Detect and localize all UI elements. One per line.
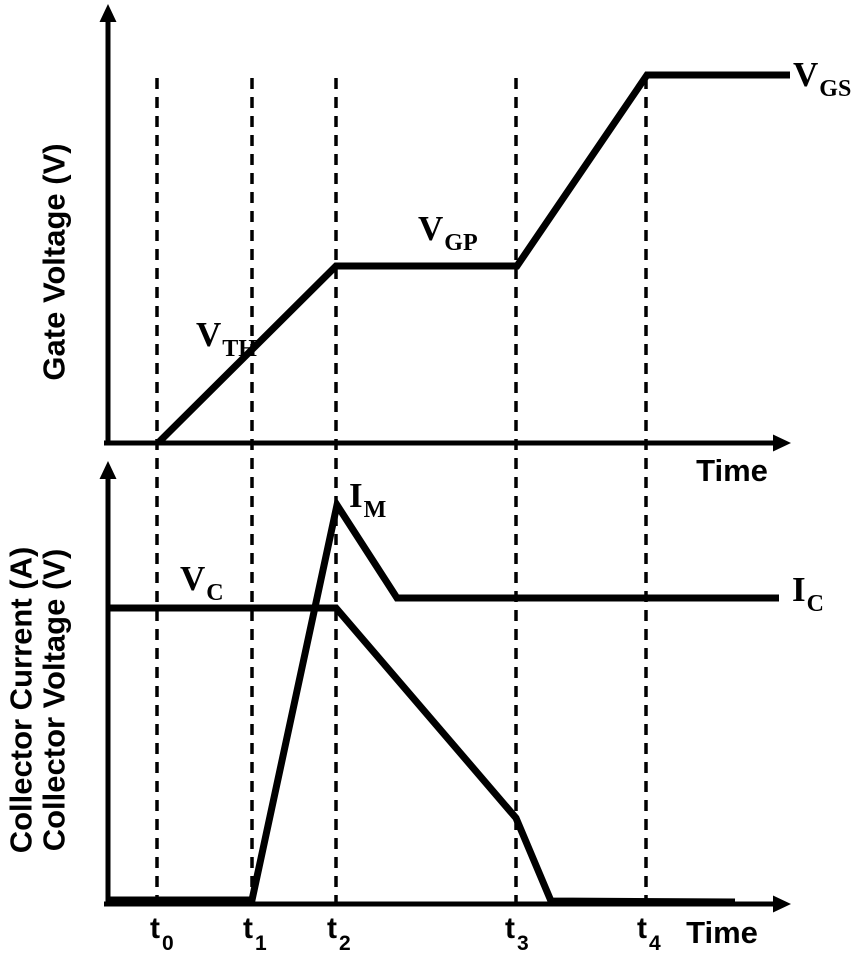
t1-tick-label: t1 <box>243 912 267 955</box>
collector-plot-x-axis-arrowhead <box>773 895 791 913</box>
gate-voltage-axis-title: Gate Voltage (V) <box>37 143 72 380</box>
vgs-label: VGS <box>793 55 851 102</box>
gate-voltage-plot-y-axis-arrowhead <box>99 4 117 22</box>
t2-tick-label: t2 <box>327 912 351 955</box>
vgp-label: VGP <box>418 209 478 256</box>
gate-voltage-plot: VTH VGP VGS Gate Voltage (V) Time <box>37 4 851 488</box>
t3-tick-label: t3 <box>505 912 529 955</box>
collector-plot-y-axis-arrowhead <box>99 461 117 479</box>
time-label-top: Time <box>696 453 768 488</box>
im-label: IM <box>349 476 386 523</box>
collector-current-axis-title: Collector Current (A) <box>4 547 39 854</box>
collector-voltage-axis-title: Collector Voltage (V) <box>37 549 72 852</box>
collector-plot: VC IM IC Collector Current (A)Collector Vol… <box>4 461 824 955</box>
t4-tick-label: t4 <box>637 912 661 955</box>
vc-label: VC <box>180 559 224 606</box>
vth-label: VTH <box>196 315 257 362</box>
gate-voltage-curve <box>155 71 790 446</box>
t0-tick-label: t0 <box>150 912 174 955</box>
ic-label: IC <box>792 570 824 617</box>
collector-voltage-curve <box>106 604 736 906</box>
time-label-bottom: Time <box>686 915 758 950</box>
collector-current-curve <box>110 495 779 904</box>
gate-voltage-plot-x-axis-arrowhead <box>773 434 791 452</box>
